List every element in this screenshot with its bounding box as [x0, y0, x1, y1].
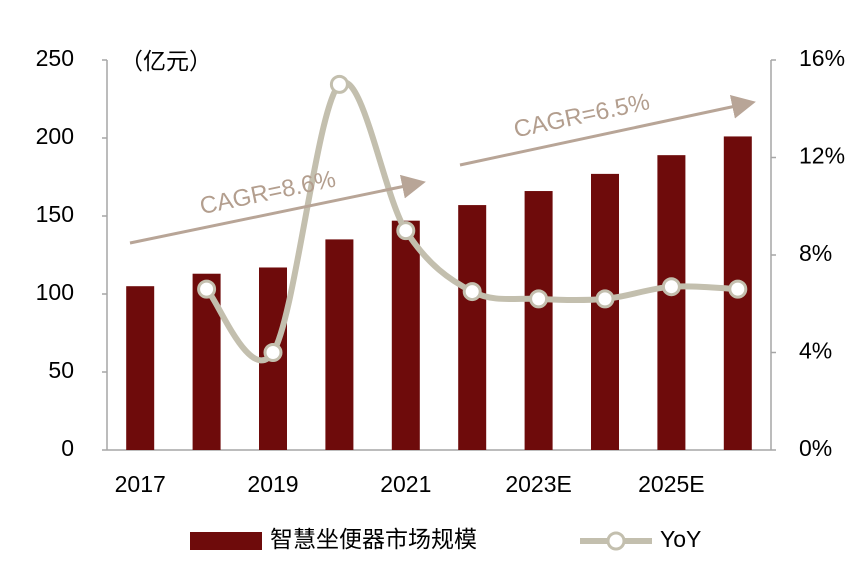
legend-swatch	[606, 531, 626, 551]
unit-label: （亿元）	[120, 48, 212, 74]
y2-tick-label: 16%	[799, 45, 845, 71]
point	[263, 343, 283, 362]
cagr-label: CAGR=6.5%	[511, 88, 652, 143]
line	[204, 79, 738, 364]
y2-tick-label: 12%	[799, 143, 845, 169]
y2-tick-label: 0%	[799, 435, 832, 461]
x-tick-label: 2025E	[638, 471, 705, 497]
cagr-arrow	[459, 95, 756, 167]
bar	[657, 155, 686, 450]
x-tick-label: 2017	[115, 471, 166, 497]
y-tick-label: 100	[36, 279, 74, 305]
point	[329, 74, 349, 94]
cagr-arrow	[129, 174, 426, 245]
bar	[391, 220, 420, 450]
point	[197, 279, 217, 299]
y2-tick-label: 4%	[799, 338, 832, 364]
cagr-label: CAGR=8.6%	[197, 166, 338, 220]
bar	[458, 205, 487, 450]
bar	[591, 173, 619, 450]
y-tick-label: 0	[61, 435, 74, 461]
bar	[325, 239, 354, 450]
point	[529, 289, 549, 309]
point	[462, 282, 482, 302]
y-tick-label: 250	[36, 45, 74, 71]
point	[595, 289, 615, 309]
point	[661, 277, 681, 297]
point	[728, 279, 748, 299]
legend-label: 智慧坐便器市场规模	[270, 526, 477, 552]
x-tick-label: 2019	[247, 471, 298, 497]
y2-tick-label: 8%	[799, 240, 832, 266]
bar	[524, 191, 553, 451]
legend-swatch	[190, 532, 262, 550]
x-tick-label: 2021	[380, 471, 431, 497]
plot-area	[126, 74, 752, 451]
point	[396, 221, 416, 241]
y-tick-label: 200	[36, 123, 74, 149]
y-tick-label: 150	[36, 201, 74, 227]
legend-label: YoY	[660, 526, 701, 552]
bar	[126, 286, 155, 450]
x-tick-label: 2023E	[505, 471, 572, 497]
y-tick-label: 50	[48, 357, 74, 383]
